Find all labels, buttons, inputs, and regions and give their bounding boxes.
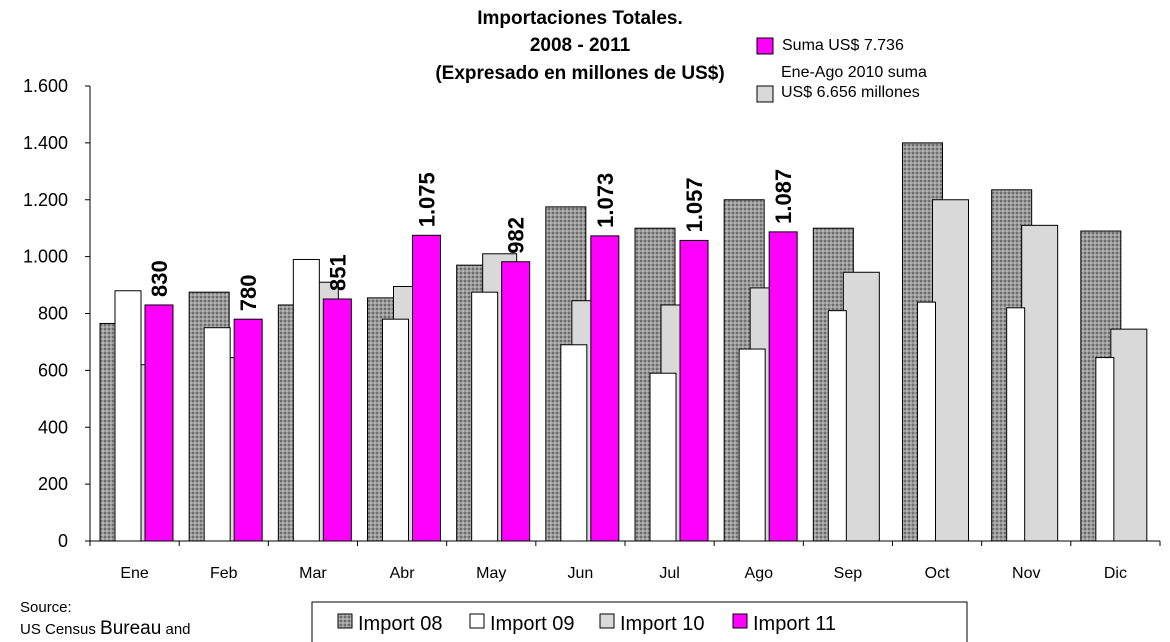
data-label-import-11: 1.075 bbox=[415, 172, 440, 227]
bar-import-10 bbox=[1110, 328, 1148, 542]
legend-label: Import 10 bbox=[620, 613, 704, 635]
y-tick-label: 1.200 bbox=[23, 190, 68, 210]
x-tick-label: Jul bbox=[659, 565, 679, 582]
y-tick-label: 200 bbox=[38, 474, 68, 494]
x-tick-label: Nov bbox=[1012, 565, 1040, 582]
y-tick-label: 400 bbox=[38, 417, 68, 437]
data-label-import-11: 1.087 bbox=[771, 169, 796, 224]
bar-import-09 bbox=[292, 258, 320, 542]
bar-import-09 bbox=[560, 344, 588, 542]
x-tick-label: Dic bbox=[1104, 565, 1127, 582]
legend-swatch bbox=[732, 613, 748, 629]
chart-title-line-1: Importaciones Totales. bbox=[477, 8, 683, 29]
plot-area: 0 200 400 600 800 1.000 1.200 1.400 1.600 Ene Feb M… bbox=[23, 76, 1161, 582]
bar-import-11 bbox=[768, 231, 798, 542]
bar-import-11 bbox=[233, 318, 263, 542]
source-text-part-1: US Census bbox=[20, 621, 100, 638]
legend-box bbox=[311, 601, 968, 642]
bar-import-09 bbox=[827, 310, 847, 542]
bar-import-09 bbox=[382, 318, 409, 542]
bar-import-11 bbox=[501, 261, 531, 542]
suma-2010-note-line-1: Ene-Ago 2010 suma bbox=[781, 64, 927, 81]
legend-swatch bbox=[469, 613, 485, 629]
x-tick-label: Oct bbox=[925, 565, 950, 582]
bar-import-09 bbox=[114, 290, 142, 542]
source-text-part-2: Bureau bbox=[100, 618, 161, 639]
data-label-import-11: 1.073 bbox=[593, 173, 618, 228]
chart-title-line-3: (Expresado en millones de US$) bbox=[435, 63, 724, 84]
bar-import-11 bbox=[590, 235, 620, 542]
legend-swatch bbox=[599, 613, 615, 629]
bar-import-09 bbox=[649, 372, 677, 542]
bar-import-09 bbox=[203, 327, 231, 542]
suma-2011-swatch bbox=[756, 37, 774, 55]
legend-label: Import 11 bbox=[753, 613, 836, 635]
legend-label: Import 08 bbox=[358, 613, 442, 635]
x-tick-label: Ene bbox=[120, 565, 149, 582]
bar-import-10 bbox=[842, 271, 880, 542]
data-label-import-11: 1.057 bbox=[682, 177, 707, 232]
x-tick-label: Feb bbox=[210, 565, 238, 582]
y-tick-label: 1.600 bbox=[23, 76, 68, 96]
bar-import-10 bbox=[1021, 224, 1059, 542]
chart-title-line-2: 2008 - 2011 bbox=[530, 35, 631, 56]
x-tick-label: May bbox=[476, 565, 506, 582]
legend: Import 08 Import 09 Import 10 Import 11 bbox=[337, 613, 836, 635]
y-tick-label: 0 bbox=[58, 531, 68, 551]
x-tick-label: Ago bbox=[745, 565, 774, 582]
suma-2010-note-line-2: US$ 6.656 millones bbox=[781, 84, 920, 101]
bar-import-09 bbox=[738, 348, 766, 542]
y-tick-label: 800 bbox=[38, 304, 68, 324]
y-tick-label: 1.000 bbox=[23, 247, 68, 267]
data-label-import-11: 982 bbox=[504, 217, 529, 254]
bar-import-09 bbox=[917, 301, 936, 542]
bar-import-09 bbox=[1006, 307, 1026, 542]
source-text-part-3: and bbox=[161, 621, 190, 638]
bar-import-09 bbox=[471, 291, 499, 542]
legend-swatch bbox=[337, 613, 353, 629]
data-label-import-11: 851 bbox=[325, 254, 350, 291]
legend-label: Import 09 bbox=[490, 613, 574, 635]
source-label: Source: bbox=[20, 599, 72, 616]
bar-import-11 bbox=[322, 298, 352, 542]
x-tick-label: Jun bbox=[568, 565, 594, 582]
x-tick-label: Sep bbox=[834, 565, 863, 582]
bar-import-11 bbox=[679, 239, 709, 542]
data-label-import-11: 830 bbox=[147, 260, 172, 297]
suma-2010-swatch bbox=[756, 85, 774, 103]
data-label-import-11: 780 bbox=[236, 274, 261, 311]
y-tick-label: 600 bbox=[38, 360, 68, 380]
x-tick-label: Mar bbox=[299, 565, 327, 582]
x-tick-label: Abr bbox=[390, 565, 416, 582]
bar-import-09 bbox=[1095, 357, 1115, 542]
bar-import-11 bbox=[144, 304, 174, 542]
bar-import-11 bbox=[412, 234, 441, 542]
suma-2011-note: Suma US$ 7.736 bbox=[782, 37, 904, 54]
bar-import-10 bbox=[932, 199, 969, 542]
y-tick-label: 1.400 bbox=[23, 133, 68, 153]
source-text: US Census Bureau and bbox=[20, 618, 191, 639]
